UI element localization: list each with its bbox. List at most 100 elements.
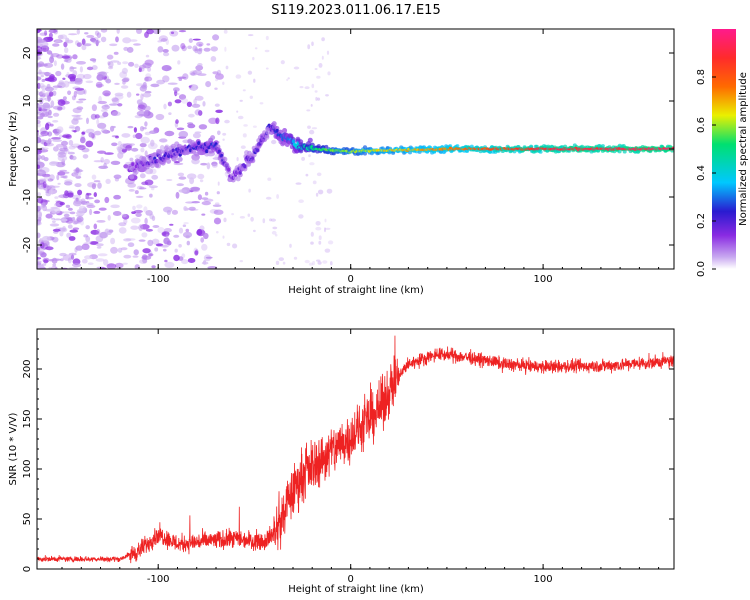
- spectrogram-noise-blob-727: [142, 248, 151, 254]
- spectrogram-xtick-label: -100: [147, 274, 170, 285]
- spectrogram-noise-blob-1009: [314, 68, 318, 70]
- spectrogram-noise-blob-694: [52, 228, 61, 232]
- spectrogram-noise-blob-756: [42, 93, 46, 98]
- spectrogram-noise-blob-13: [60, 63, 65, 70]
- spectrogram-ridge-core-1355: [255, 148, 260, 153]
- spectrogram-noise-blob-784: [48, 32, 53, 38]
- spectrogram-noise-blob-7: [85, 128, 95, 134]
- spectrogram-noise-blob-707: [81, 44, 87, 51]
- spectrogram-noise-blob-891: [139, 187, 147, 190]
- spectrogram-noise-blob-554: [37, 246, 42, 250]
- spectrogram-noise-blob-928: [324, 227, 326, 233]
- spectrogram-noise-blob-754: [162, 49, 169, 53]
- spectrogram-ridge-halo-1420: [280, 141, 286, 147]
- spectrogram-noise-blob-282: [181, 259, 189, 265]
- spectrogram-noise-blob-587: [41, 202, 46, 208]
- spectrogram-noise-blob-288: [139, 126, 145, 132]
- spectrogram-noise-blob-524: [93, 223, 98, 230]
- spectrogram-noise-blob-924: [307, 125, 311, 129]
- spectrogram-noise-blob-975: [326, 188, 333, 194]
- spectrogram-noise-blob-447: [81, 131, 85, 135]
- spectrogram-noise-blob-970: [314, 90, 318, 93]
- spectrogram-noise-blob-311: [198, 47, 203, 52]
- spectrogram-noise-blob-921: [223, 217, 227, 223]
- spectrogram-noise-blob-558: [186, 173, 197, 180]
- spectrogram-noise-blob-557: [121, 67, 128, 74]
- spectrogram-noise-blob-273: [149, 168, 157, 175]
- spectrogram-noise-blob-969: [239, 260, 243, 263]
- spectrogram-noise-blob-743: [206, 162, 211, 170]
- spectrogram-noise-blob-911: [326, 50, 330, 55]
- spectrogram-noise-blob-634: [173, 234, 180, 238]
- spectrogram-noise-blob-908: [318, 240, 322, 245]
- spectrogram-ridge-halo-1303: [235, 176, 241, 182]
- spectrogram-noise-blob-326: [127, 125, 134, 129]
- snr-ytick-label: 50: [22, 513, 33, 526]
- spectrogram-noise-blob-808: [37, 205, 42, 210]
- spectrogram-noise-blob-955: [293, 256, 298, 260]
- spectrogram-noise-blob-175: [83, 89, 87, 95]
- spectrogram-noise-blob-527: [94, 30, 100, 36]
- spectrogram-noise-blob-354: [63, 47, 69, 54]
- spectrogram-noise-blob-263: [85, 202, 94, 206]
- spectrogram-xtick-label: 0: [348, 274, 354, 285]
- spectrogram-noise-blob-575: [144, 76, 153, 82]
- spectrogram-noise-blob-640: [80, 136, 86, 144]
- spectrogram-noise-blob-959: [276, 194, 279, 199]
- spectrogram-noise-blob-833: [44, 97, 52, 101]
- snr-ytick-label: 0: [22, 566, 33, 572]
- spectrogram-noise-blob-535: [157, 46, 164, 53]
- spectrogram-noise-blob-350: [89, 241, 99, 245]
- spectrogram-noise-blob-1004: [253, 229, 256, 233]
- spectrogram-noise-blob-570: [56, 54, 64, 59]
- spectrogram-noise-blob-838: [145, 210, 153, 216]
- spectrogram-noise-blob-668: [102, 111, 109, 118]
- spectrogram-noise-blob-778: [83, 234, 89, 238]
- spectrogram-noise-blob-973: [317, 189, 324, 195]
- spectrogram-noise-blob-644: [42, 181, 47, 189]
- spectrogram-noise-blob-405: [73, 200, 82, 207]
- spectrogram-noise-blob-864: [44, 142, 54, 147]
- spectrogram-noise-blob-481: [85, 240, 92, 245]
- spectrogram-noise-blob-663: [201, 261, 209, 265]
- spectrogram-noise-blob-602: [108, 66, 114, 70]
- spectrogram-noise-blob-418: [133, 209, 143, 214]
- spectrogram-noise-blob-384: [201, 213, 206, 216]
- spectrogram-noise-blob-899: [71, 155, 77, 161]
- spectrogram-noise-blob-985: [315, 96, 318, 101]
- spectrogram-noise-blob-889: [159, 138, 168, 143]
- spectrogram-noise-blob-177: [163, 228, 172, 233]
- spectrogram-noise-blob-47: [86, 117, 89, 125]
- spectrogram-noise-blob-525: [70, 254, 75, 260]
- spectrogram-noise-blob-358: [67, 90, 72, 96]
- spectrogram-noise-blob-187: [178, 94, 187, 100]
- spectrogram-noise-blob-654: [37, 111, 41, 114]
- spectrogram-noise-blob-957: [311, 127, 318, 130]
- spectrogram-noise-blob-847: [166, 179, 173, 181]
- spectrogram-noise-blob-823: [37, 136, 42, 144]
- spectrogram-noise-blob-592: [37, 82, 41, 89]
- spectrogram-noise-blob-9: [100, 157, 104, 163]
- spectrogram-noise-blob-787: [67, 192, 74, 198]
- spectrogram-noise-blob-609: [187, 123, 196, 129]
- spectrogram-noise-blob-890: [112, 125, 116, 129]
- spectrogram-noise-blob-939: [315, 192, 319, 197]
- spectrogram-noise-blob-926: [309, 162, 315, 166]
- spectrogram-xlabel: Height of straight line (km): [288, 285, 424, 296]
- spectrogram-noise-blob-710: [94, 114, 100, 119]
- spectrogram-noise-blob-976: [312, 180, 317, 185]
- spectrogram-noise-blob-724: [76, 210, 85, 216]
- spectrogram-noise-blob-676: [59, 147, 69, 152]
- spectrogram-noise-blob-931: [306, 109, 311, 112]
- spectrogram-noise-blob-748: [191, 85, 197, 91]
- spectrogram-noise-blob-289: [126, 91, 132, 98]
- spectrogram-noise-blob-330: [98, 207, 107, 211]
- spectrogram-noise-blob-389: [55, 161, 66, 168]
- spectrogram-ridge-core-1280: [227, 167, 231, 172]
- spectrogram-noise-blob-460: [73, 90, 77, 98]
- spectrogram-noise-blob-884: [86, 192, 92, 196]
- spectrogram-noise-blob-520: [57, 154, 68, 162]
- spectrogram-noise-blob-1019: [222, 81, 225, 86]
- spectrogram-noise-blob-158: [59, 252, 67, 257]
- spectrogram-noise-blob-812: [177, 76, 187, 79]
